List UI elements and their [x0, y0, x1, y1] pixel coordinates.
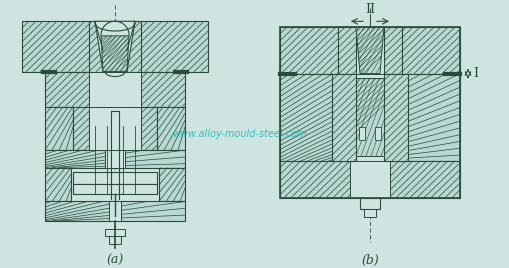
Bar: [45, 202, 185, 221]
Bar: [331, 74, 407, 161]
Bar: [337, 27, 401, 74]
Bar: [159, 168, 185, 202]
Bar: [383, 27, 401, 74]
Bar: [337, 27, 355, 74]
Text: II: II: [364, 3, 374, 16]
Bar: [349, 161, 389, 198]
Text: www.alloy-mould-steel.com: www.alloy-mould-steel.com: [172, 129, 307, 139]
Bar: [105, 229, 125, 236]
Polygon shape: [95, 21, 135, 72]
Polygon shape: [355, 27, 383, 74]
Bar: [45, 150, 185, 168]
Polygon shape: [101, 36, 129, 72]
Bar: [157, 107, 185, 150]
Bar: [383, 74, 407, 161]
Bar: [45, 168, 71, 202]
Bar: [279, 27, 459, 74]
Text: I: I: [472, 67, 477, 80]
Bar: [109, 236, 121, 244]
Bar: [358, 127, 364, 140]
Polygon shape: [355, 79, 383, 156]
Bar: [22, 21, 208, 72]
Text: (b): (b): [360, 254, 378, 267]
Bar: [73, 184, 157, 194]
Bar: [105, 150, 125, 168]
Bar: [109, 202, 121, 221]
Bar: [45, 72, 89, 107]
Bar: [140, 72, 185, 107]
Bar: [89, 72, 140, 107]
Bar: [279, 161, 459, 198]
Bar: [279, 27, 459, 198]
Bar: [73, 172, 157, 184]
Bar: [73, 107, 89, 150]
Bar: [140, 107, 157, 150]
Bar: [374, 127, 380, 140]
Bar: [359, 198, 379, 209]
Bar: [89, 107, 140, 150]
Bar: [279, 74, 459, 161]
Bar: [363, 209, 375, 217]
Text: (a): (a): [106, 254, 123, 267]
Bar: [331, 74, 355, 161]
Bar: [45, 107, 73, 150]
